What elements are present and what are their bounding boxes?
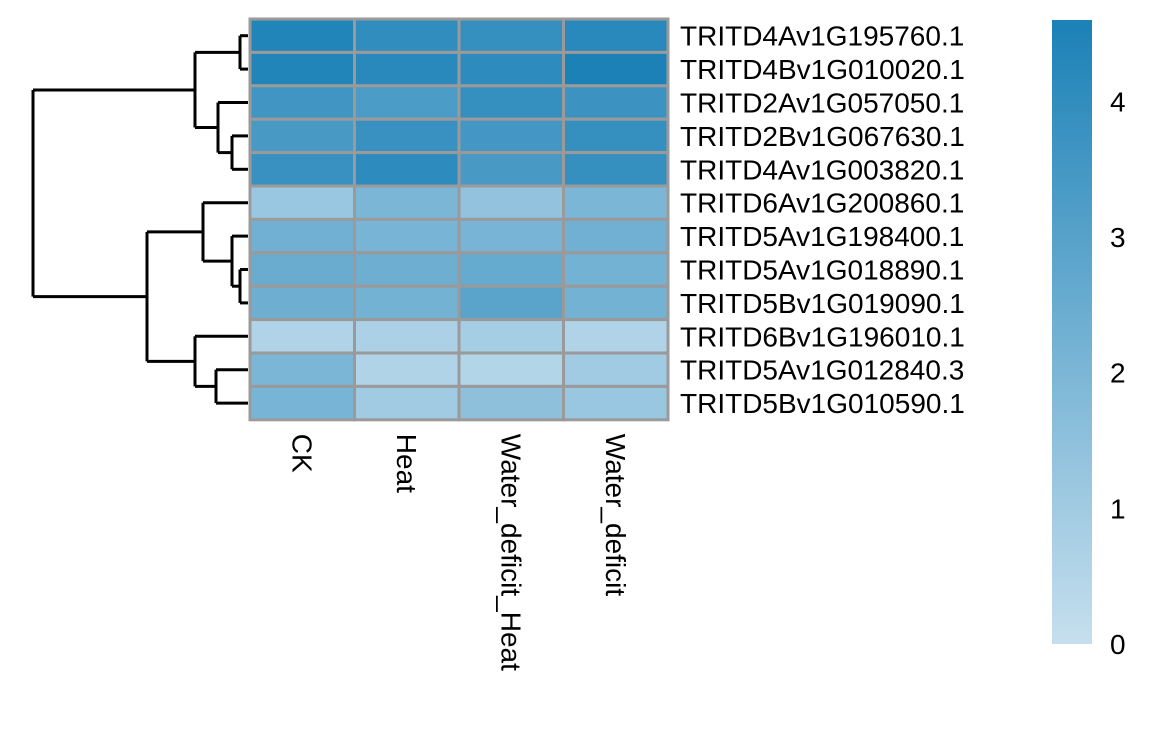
heatmap-cell [248,184,356,221]
heatmap-cells [248,17,670,422]
row-label: TRITD6Av1G200860.1 [680,188,964,219]
heatmap-cell [248,251,356,288]
heatmap-cell [353,384,461,422]
heatmap-cell [248,151,356,188]
row-label: TRITD4Av1G195760.1 [680,21,964,52]
heatmap-cell [562,117,670,155]
heatmap-cell [457,17,565,54]
heatmap-cell [457,217,565,255]
heatmap-cell [353,84,461,121]
column-label: Water_deficit [600,434,631,597]
heatmap-cell [353,251,461,288]
heatmap-cell [562,318,670,355]
legend-tick-label: 2 [1110,358,1126,389]
heatmap-cell [562,351,670,388]
row-dendrogram [31,34,248,405]
row-label: TRITD2Bv1G067630.1 [680,121,965,152]
row-label: TRITD5Bv1G010590.1 [680,388,965,419]
column-labels: CK Heat Water_deficit_Heat Water_deficit [286,434,631,671]
heatmap-cell [562,17,670,54]
heatmap-cell [248,117,356,155]
legend-tick-label: 3 [1110,222,1126,253]
column-label: Heat [391,434,422,493]
row-label: TRITD4Av1G003820.1 [680,154,964,185]
row-label: TRITD2Av1G057050.1 [680,88,964,119]
legend-tick-label: 4 [1110,86,1126,117]
heatmap-cell [353,50,461,88]
heatmap-cell [353,318,461,355]
heatmap-cell [248,284,356,322]
heatmap-cell [562,184,670,221]
heatmap-cell [562,84,670,121]
row-label: TRITD5Av1G198400.1 [680,221,964,252]
heatmap-cell [457,351,565,388]
heatmap-cell [353,17,461,54]
legend-color-bar [1052,20,1092,644]
heatmap-cell [457,284,565,322]
column-label: Water_deficit_Heat [495,434,526,671]
row-label: TRITD5Av1G018890.1 [680,255,964,286]
heatmap-cell [353,151,461,188]
heatmap-cell [457,84,565,121]
heatmap-cell [248,351,356,388]
heatmap-cell [353,351,461,388]
heatmap-cell [562,384,670,422]
legend-ticks: 0 1 2 3 4 [1110,86,1126,660]
legend-tick-label: 0 [1110,629,1126,660]
row-label: TRITD6Bv1G196010.1 [680,321,965,352]
heatmap-cell [248,17,356,54]
heatmap-cell [457,384,565,422]
row-label: TRITD5Av1G012840.3 [680,355,964,386]
legend-tick-label: 1 [1110,493,1126,524]
column-label: CK [286,434,317,473]
heatmap-cell [457,117,565,155]
heatmap-cell [353,184,461,221]
heatmap-cell [562,251,670,288]
heatmap-cell [248,384,356,422]
heatmap-cell [248,50,356,88]
heatmap-cell [248,217,356,255]
heatmap-cell [353,117,461,155]
heatmap-cell [562,151,670,188]
heatmap-cell [562,284,670,322]
heatmap-cell [562,217,670,255]
row-label: TRITD4Bv1G010020.1 [680,54,965,85]
heatmap-cell [457,318,565,355]
heatmap-cell [562,50,670,88]
color-legend: 0 1 2 3 4 [1052,20,1126,660]
row-label: TRITD5Bv1G019090.1 [680,288,965,319]
heatmap-cell [457,251,565,288]
row-labels: TRITD4Av1G195760.1TRITD4Bv1G010020.1TRIT… [680,21,965,419]
heatmap-cell [248,318,356,355]
heatmap-cell [353,217,461,255]
heatmap-cell [457,50,565,88]
heatmap-cell [457,184,565,221]
heatmap-cell [457,151,565,188]
heatmap-cell [353,284,461,322]
heatmap-cell [248,84,356,121]
